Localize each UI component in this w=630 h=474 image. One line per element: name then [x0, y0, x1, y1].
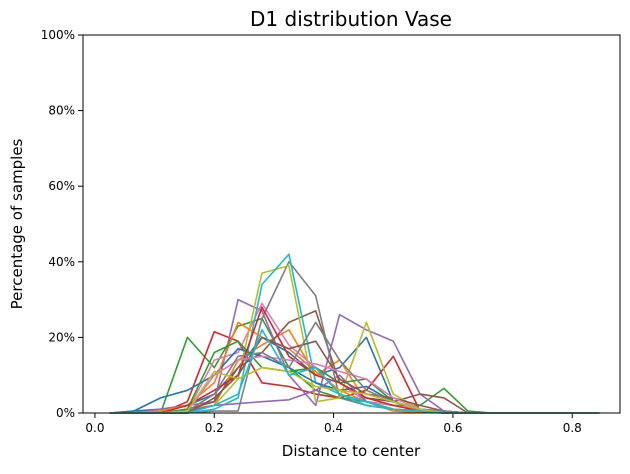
chart-title: D1 distribution Vase: [250, 7, 452, 31]
x-axis-label: Distance to center: [282, 442, 421, 460]
y-tick-label: 60%: [48, 179, 75, 193]
y-tick-label: 100%: [41, 28, 75, 42]
plot-area-frame: [82, 34, 621, 414]
x-tick-label: 0.0: [85, 421, 104, 435]
y-tick-label: 20%: [48, 330, 75, 344]
y-tick-label: 40%: [48, 255, 75, 269]
x-tick-label: 0.8: [563, 421, 582, 435]
axis-ticks: 0.0 0.2 0.4 0.6 0.8 0% 20% 40% 60% 80% 100%: [41, 28, 582, 435]
y-axis-label: Percentage of samples: [8, 138, 26, 309]
y-tick-label: 0%: [56, 406, 75, 420]
y-tick-label: 80%: [48, 104, 75, 118]
x-tick-label: 0.4: [324, 421, 343, 435]
x-tick-label: 0.2: [205, 421, 224, 435]
x-tick-label: 0.6: [443, 421, 462, 435]
